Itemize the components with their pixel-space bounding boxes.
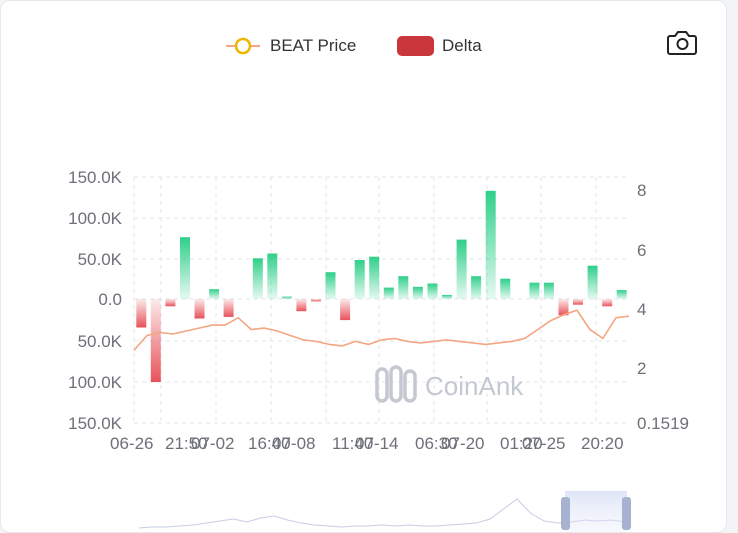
delta-bar xyxy=(587,265,598,299)
zoom-handle-right[interactable] xyxy=(622,497,631,530)
delta-bar xyxy=(529,282,540,299)
y-left-tick-label: 100.0K xyxy=(68,209,123,228)
delta-bar xyxy=(325,272,336,299)
x-tick-label: 01:20 xyxy=(500,434,543,453)
y-left-tick-label: 50.0K xyxy=(78,332,123,351)
delta-bar xyxy=(471,276,482,299)
y-right-tick-label: 2 xyxy=(637,359,646,378)
y-right-tick-label: 6 xyxy=(637,241,646,260)
x-tick-label: 07-25 xyxy=(522,434,565,453)
delta-bar xyxy=(442,294,452,299)
delta-bar xyxy=(296,299,307,312)
delta-bar xyxy=(398,276,409,299)
x-tick-label: 21:50 xyxy=(165,434,208,453)
x-tick-label: 07-14 xyxy=(355,434,398,453)
x-tick-label: 20:20 xyxy=(581,434,624,453)
y-right-tick-label: 8 xyxy=(637,181,646,200)
legend-delta-label: Delta xyxy=(442,36,482,55)
x-tick-label: 06-26 xyxy=(110,434,153,453)
delta-bar xyxy=(223,299,234,317)
x-tick-label: 07-20 xyxy=(441,434,484,453)
delta-bar xyxy=(558,299,569,316)
delta-bar xyxy=(602,299,613,307)
price-line xyxy=(133,309,630,351)
price-legend-marker xyxy=(234,37,252,55)
chart-grid xyxy=(133,176,629,424)
delta-bar xyxy=(165,299,176,307)
delta-bar xyxy=(136,299,147,328)
delta-bar xyxy=(180,237,190,299)
delta-bar xyxy=(150,299,161,382)
delta-bar xyxy=(616,290,627,299)
delta-bar xyxy=(281,296,292,299)
data-zoom-slider[interactable] xyxy=(138,491,631,533)
delta-bars xyxy=(136,190,627,382)
x-tick-label: 07-08 xyxy=(272,434,315,453)
x-tick-label: 16:40 xyxy=(248,434,291,453)
delta-bar xyxy=(194,299,205,319)
y-left-tick-label: 150.0K xyxy=(68,414,123,433)
delta-bar xyxy=(354,260,365,299)
delta-bar xyxy=(209,289,220,299)
y-right-tick-label: 4 xyxy=(637,300,646,319)
x-tick-label: 07-02 xyxy=(191,434,234,453)
zoom-preview-line xyxy=(138,498,626,529)
legend-item-delta[interactable]: Delta xyxy=(397,36,482,56)
delta-bar xyxy=(500,278,511,299)
delta-bar xyxy=(573,299,583,305)
y-right-tick-label: 0.1519 xyxy=(637,414,689,433)
delta-bar xyxy=(383,287,394,299)
y-left-tick-label: 50.0K xyxy=(78,250,123,269)
delta-legend-swatch xyxy=(397,36,434,56)
x-tick-label: 11:40 xyxy=(332,434,373,453)
coinank-logo-icon xyxy=(375,365,417,403)
y-axis-right: 8 6 4 2 0.1519 xyxy=(637,181,689,433)
delta-bar xyxy=(252,258,263,299)
delta-bar xyxy=(543,282,554,299)
watermark: CoinAnk xyxy=(375,365,524,403)
zoom-handle-left[interactable] xyxy=(561,497,570,530)
zoom-selected-range[interactable] xyxy=(565,491,627,533)
y-left-tick-label: 0.0 xyxy=(98,290,122,309)
legend-price-label: BEAT Price xyxy=(270,36,356,55)
delta-bar xyxy=(427,283,438,299)
delta-bar xyxy=(369,256,380,299)
delta-bar xyxy=(267,253,278,299)
delta-bar xyxy=(340,299,351,321)
delta-bar xyxy=(412,286,423,299)
watermark-text: CoinAnk xyxy=(425,371,524,401)
y-axis-left: 150.0K 100.0K 50.0K 0.0 50.0K 100.0K 150.0K xyxy=(68,168,123,433)
camera-icon[interactable] xyxy=(663,29,703,59)
delta-bar xyxy=(485,190,496,299)
delta-bar xyxy=(311,299,321,302)
x-tick-label: 06:30 xyxy=(415,434,458,453)
legend-item-price[interactable]: BEAT Price xyxy=(226,36,356,55)
y-left-tick-label: 150.0K xyxy=(68,168,123,187)
y-left-tick-label: 100.0K xyxy=(68,373,123,392)
delta-bar xyxy=(456,239,467,299)
